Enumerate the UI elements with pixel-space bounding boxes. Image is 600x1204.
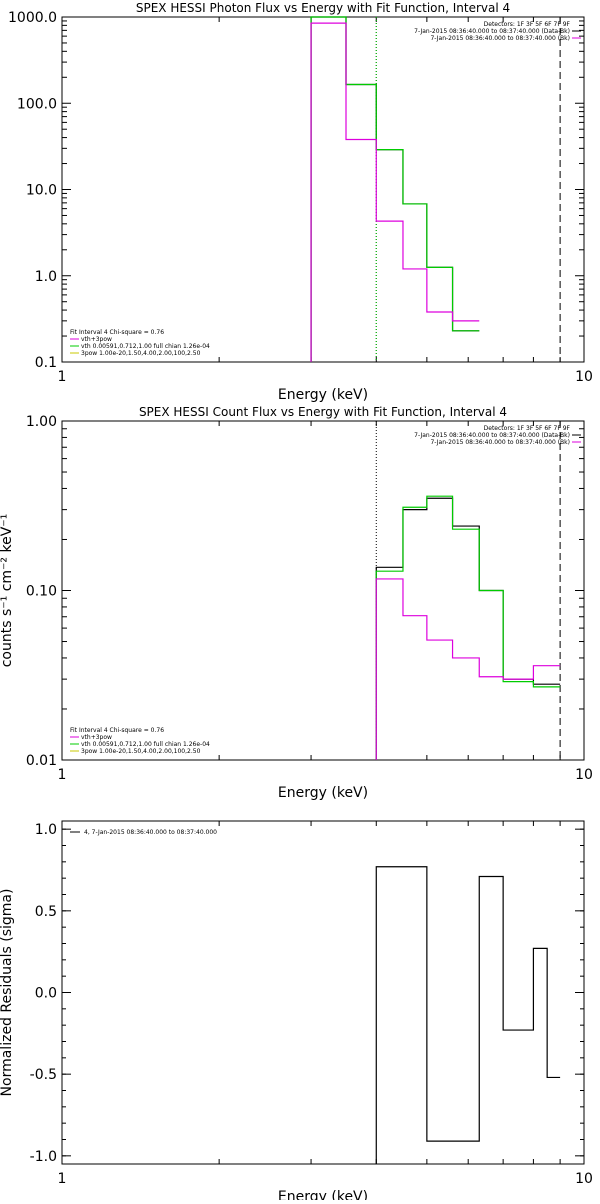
y-tick-label: 100.0 bbox=[17, 96, 57, 112]
x-tick-label: 10 bbox=[575, 1171, 593, 1187]
y-tick-label: 1.0 bbox=[35, 269, 57, 285]
legend-line: Detectors: 1F 3F 5F 6F 7F 9F bbox=[484, 21, 571, 28]
legend-line: 7-Jan-2015 08:36:40.000 to 08:37:40.000 … bbox=[414, 28, 570, 35]
y-tick-label: 0.5 bbox=[35, 904, 57, 920]
series-green-step-line bbox=[375, 495, 561, 760]
y-tick-label: 1000.0 bbox=[8, 10, 57, 26]
x-tick-label: 1 bbox=[58, 369, 67, 385]
x-tick-label: 1 bbox=[58, 767, 67, 783]
x-axis-label: Energy (keV) bbox=[278, 1189, 368, 1200]
legend-line: vth 0.00591,0.712,1.00 full chian 1.26e-… bbox=[81, 343, 210, 350]
legend-line: vth+3pow bbox=[81, 336, 112, 343]
series-black-step-line bbox=[375, 497, 561, 760]
legend-line: vth+3pow bbox=[81, 734, 112, 741]
legend-line: 7-Jan-2015 08:36:40.000 to 08:37:40.000 … bbox=[414, 432, 570, 439]
series-black-step-line bbox=[375, 866, 561, 1164]
legend-line: vth 0.00591,0.712,1.00 full chian 1.26e-… bbox=[81, 741, 210, 748]
legend-line: 4, 7-Jan-2015 08:36:40.000 to 08:37:40.0… bbox=[84, 829, 217, 836]
x-tick-label: 10 bbox=[575, 767, 593, 783]
legend-line: Fit Interval 4 Chi-square = 0.76 bbox=[70, 727, 164, 734]
y-tick-label: 0.0 bbox=[35, 986, 57, 1002]
y-axis-label: Normalized Residuals (sigma) bbox=[0, 889, 15, 1097]
y-tick-label: -0.5 bbox=[30, 1067, 57, 1083]
legend-line: 7-Jan-2015 08:36:40.000 to 08:37:40.000 … bbox=[430, 439, 570, 446]
plot-frame bbox=[61, 820, 585, 1165]
y-tick-label: 1.0 bbox=[35, 822, 57, 838]
legend-line: 7-Jan-2015 08:36:40.000 to 08:37:40.000 … bbox=[430, 35, 570, 42]
chart-panel-3: 1 10 Energy (keV) -1.0 -0.5 0.0 0.5 1.0 Normaliz… bbox=[0, 820, 593, 1204]
series-magenta-step-line bbox=[310, 22, 480, 362]
chart-panel-1: SPEX HESSI Photon Flux vs Energy with Fi… bbox=[8, 1, 593, 403]
plot-frame bbox=[61, 420, 585, 761]
chart-title: SPEX HESSI Photon Flux vs Energy with Fi… bbox=[136, 1, 510, 15]
series-green-step-line bbox=[310, 16, 480, 362]
y-tick-label: 0.10 bbox=[26, 584, 57, 600]
y-tick-label: 10.0 bbox=[26, 183, 57, 199]
y-tick-label: 0.01 bbox=[26, 753, 57, 769]
series-magenta-step-line bbox=[375, 578, 561, 760]
x-axis-label: Energy (keV) bbox=[278, 785, 368, 801]
x-axis-label: Energy (keV) bbox=[278, 387, 368, 403]
y-tick-label: 1.00 bbox=[26, 414, 57, 430]
legend-line: Fit Interval 4 Chi-square = 0.76 bbox=[70, 329, 164, 336]
x-tick-label: 1 bbox=[58, 1171, 67, 1187]
chart-panel-2: SPEX HESSI Count Flux vs Energy with Fit… bbox=[0, 405, 593, 801]
y-tick-label: 0.1 bbox=[35, 355, 57, 371]
chart-title: SPEX HESSI Count Flux vs Energy with Fit… bbox=[139, 405, 507, 419]
plot-frame bbox=[61, 16, 585, 363]
y-tick-label: -1.0 bbox=[30, 1149, 57, 1165]
series-black-step-line bbox=[310, 16, 480, 362]
legend-line: Detectors: 1F 3F 5F 6F 7F 9F bbox=[484, 425, 571, 432]
legend-line: 3pow 1.00e-20,1.50,4.00,2.00,100,2.50 bbox=[81, 748, 201, 755]
y-axis-label: counts s⁻¹ cm⁻² keV⁻¹ bbox=[0, 514, 15, 668]
legend-line: 3pow 1.00e-20,1.50,4.00,2.00,100,2.50 bbox=[81, 350, 201, 357]
x-tick-label: 10 bbox=[575, 369, 593, 385]
